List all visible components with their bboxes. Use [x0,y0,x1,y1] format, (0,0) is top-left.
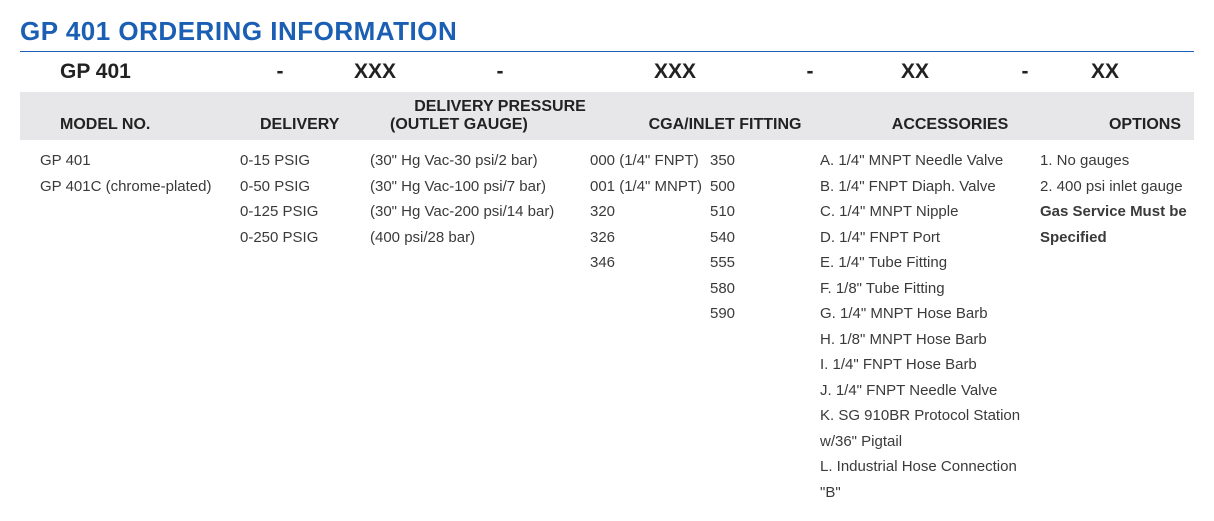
code-part: XX [830,60,1000,84]
col-cga-left: 000 (1/4" FNPT) 001 (1/4" MNPT) 320 326 … [590,148,710,505]
table-header-row: MODEL NO. DELIVERY DELIVERY PRESSURE (OU… [20,92,1194,140]
list-item: 590 [710,301,820,327]
list-item: I. 1/4" FNPT Hose Barb [820,352,1040,378]
ordering-code-pattern: GP 401 - XXX - XXX - XX - XX [20,52,1194,92]
list-item: 555 [710,250,820,276]
code-lead: GP 401 [60,60,250,84]
data-grid: GP 401 GP 401C (chrome-plated) 0-15 PSIG… [20,140,1194,505]
list-item: 346 [590,250,710,276]
list-item: (30" Hg Vac-200 psi/14 bar) [370,199,590,225]
list-item: 0-50 PSIG [240,174,370,200]
list-item: GP 401 [40,148,240,174]
code-part: XXX [310,60,440,84]
list-item: 510 [710,199,820,225]
col-model-no: GP 401 GP 401C (chrome-plated) [40,148,240,505]
list-item: 2. 400 psi inlet gauge [1040,174,1210,200]
col-options: 1. No gauges 2. 400 psi inlet gauge Gas … [1040,148,1210,505]
list-item: D. 1/4" FNPT Port [820,225,1040,251]
header-options: OPTIONS [1060,116,1214,134]
list-item: 580 [710,276,820,302]
code-sep: - [1000,60,1050,84]
col-accessories: A. 1/4" MNPT Needle Valve B. 1/4" FNPT D… [820,148,1040,505]
header-accessories: ACCESSORIES [840,116,1060,134]
list-item: 326 [590,225,710,251]
header-pressure-top: DELIVERY PRESSURE [390,98,610,116]
list-item: F. 1/8" Tube Fitting [820,276,1040,302]
list-item: (400 psi/28 bar) [370,225,590,251]
code-part: XXX [560,60,790,84]
code-sep: - [440,60,560,84]
list-item: L. Industrial Hose Connection "B" [820,454,1040,505]
code-sep: - [250,60,310,84]
list-item: 540 [710,225,820,251]
list-item: H. 1/8" MNPT Hose Barb [820,327,1040,353]
list-item: 0-15 PSIG [240,148,370,174]
col-cga-right: 350 500 510 540 555 580 590 [710,148,820,505]
list-item: (30" Hg Vac-30 psi/2 bar) [370,148,590,174]
header-pressure-bottom: (OUTLET GAUGE) [390,116,610,134]
list-item: K. SG 910BR Protocol Station w/36" Pigta… [820,403,1040,454]
options-note: Gas Service Must be [1040,199,1210,225]
header-delivery: DELIVERY [260,116,390,134]
header-delivery-pressure: DELIVERY PRESSURE (OUTLET GAUGE) [390,98,610,134]
list-item: G. 1/4" MNPT Hose Barb [820,301,1040,327]
list-item: J. 1/4" FNPT Needle Valve [820,378,1040,404]
list-item: C. 1/4" MNPT Nipple [820,199,1040,225]
code-sep: - [790,60,830,84]
list-item: B. 1/4" FNPT Diaph. Valve [820,174,1040,200]
list-item: GP 401C (chrome-plated) [40,174,240,200]
list-item: 0-250 PSIG [240,225,370,251]
list-item: E. 1/4" Tube Fitting [820,250,1040,276]
list-item: 000 (1/4" FNPT) [590,148,710,174]
list-item: A. 1/4" MNPT Needle Valve [820,148,1040,174]
list-item: 500 [710,174,820,200]
options-note: Specified [1040,225,1210,251]
list-item: 0-125 PSIG [240,199,370,225]
col-outlet-gauge: (30" Hg Vac-30 psi/2 bar) (30" Hg Vac-10… [370,148,590,505]
list-item: 350 [710,148,820,174]
page-title: GP 401 ORDERING INFORMATION [20,16,1194,52]
col-delivery: 0-15 PSIG 0-50 PSIG 0-125 PSIG 0-250 PSI… [240,148,370,505]
list-item: 001 (1/4" MNPT) [590,174,710,200]
list-item: (30" Hg Vac-100 psi/7 bar) [370,174,590,200]
header-model-no: MODEL NO. [60,116,260,134]
list-item: 320 [590,199,710,225]
header-cga: CGA/INLET FITTING [610,116,840,134]
code-part: XX [1050,60,1160,84]
list-item: 1. No gauges [1040,148,1210,174]
